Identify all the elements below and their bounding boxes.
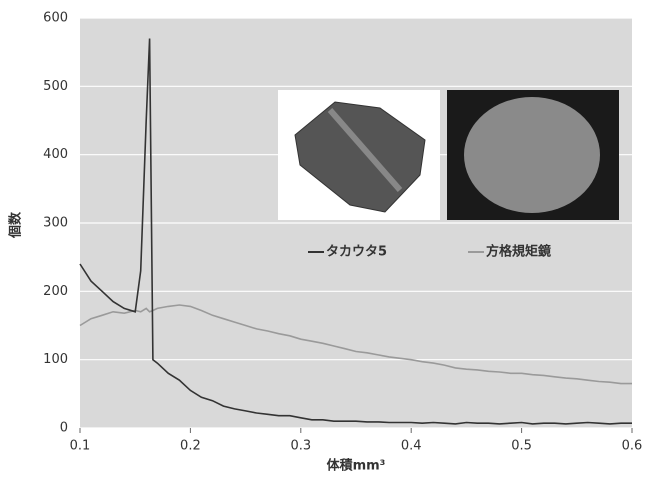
legend: タカウタ5 方格規矩鏡 — [308, 244, 551, 260]
grid — [80, 17, 632, 429]
inset-photos — [278, 90, 619, 220]
y-tick-label: 200 — [43, 284, 68, 299]
x-tick-label: 0.5 — [511, 439, 532, 454]
y-tick-label: 400 — [43, 147, 68, 162]
photo-detail — [327, 108, 403, 192]
y-tick-label: 0 — [60, 421, 68, 436]
y-tick-label: 300 — [43, 216, 68, 231]
legend-label: 方格規矩鏡 — [486, 244, 551, 260]
photo-object — [464, 97, 600, 213]
y-tick-label: 100 — [43, 352, 68, 367]
series-line — [79, 38, 632, 425]
legend-label: タカウタ5 — [326, 245, 387, 260]
x-tick-label: 0.1 — [70, 439, 91, 454]
x-tick-label: 0.4 — [401, 439, 422, 454]
x-tick-label: 0.3 — [290, 439, 311, 454]
y-axis-label: 個数 — [8, 211, 24, 239]
x-tick-label: 0.2 — [180, 439, 201, 454]
x-axis-label: 体積mm³ — [327, 458, 386, 474]
y-tick-label: 600 — [43, 11, 68, 26]
y-tick-label: 500 — [43, 79, 68, 94]
lines — [79, 38, 632, 425]
x-tick-label: 0.6 — [622, 439, 643, 454]
